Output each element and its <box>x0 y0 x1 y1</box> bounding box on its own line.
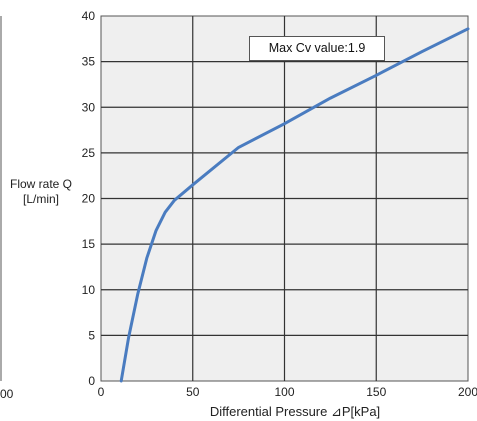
y-axis-label-line2: [L/min] <box>22 192 59 206</box>
y-tick-label: 10 <box>82 283 96 297</box>
y-axis-label: Flow rate Q [L/min] <box>10 177 72 207</box>
x-axis-label: Differential Pressure ⊿P[kPa] <box>209 404 381 419</box>
y-tick-label: 0 <box>88 374 95 388</box>
x-tick-label: 200 <box>458 385 477 399</box>
x-tick-label: 50 <box>186 385 200 399</box>
y-tick-label: 30 <box>82 100 96 114</box>
left-fragment-tick-label: 00 <box>0 387 14 401</box>
y-tick-label: 5 <box>88 328 95 342</box>
y-tick-label: 35 <box>82 55 96 69</box>
y-tick-label: 15 <box>82 237 96 251</box>
y-tick-label: 40 <box>82 9 96 23</box>
x-tick-label: 0 <box>98 385 105 399</box>
x-tick-label: 150 <box>366 385 386 399</box>
x-tick-label: 100 <box>274 385 294 399</box>
y-axis-label-line1: Flow rate Q <box>10 177 73 191</box>
y-tick-label: 25 <box>82 146 96 160</box>
flow-rate-series-line <box>119 27 470 383</box>
max-cv-annotation: Max Cv value:1.9 <box>249 36 385 61</box>
y-tick-label: 20 <box>82 192 96 206</box>
